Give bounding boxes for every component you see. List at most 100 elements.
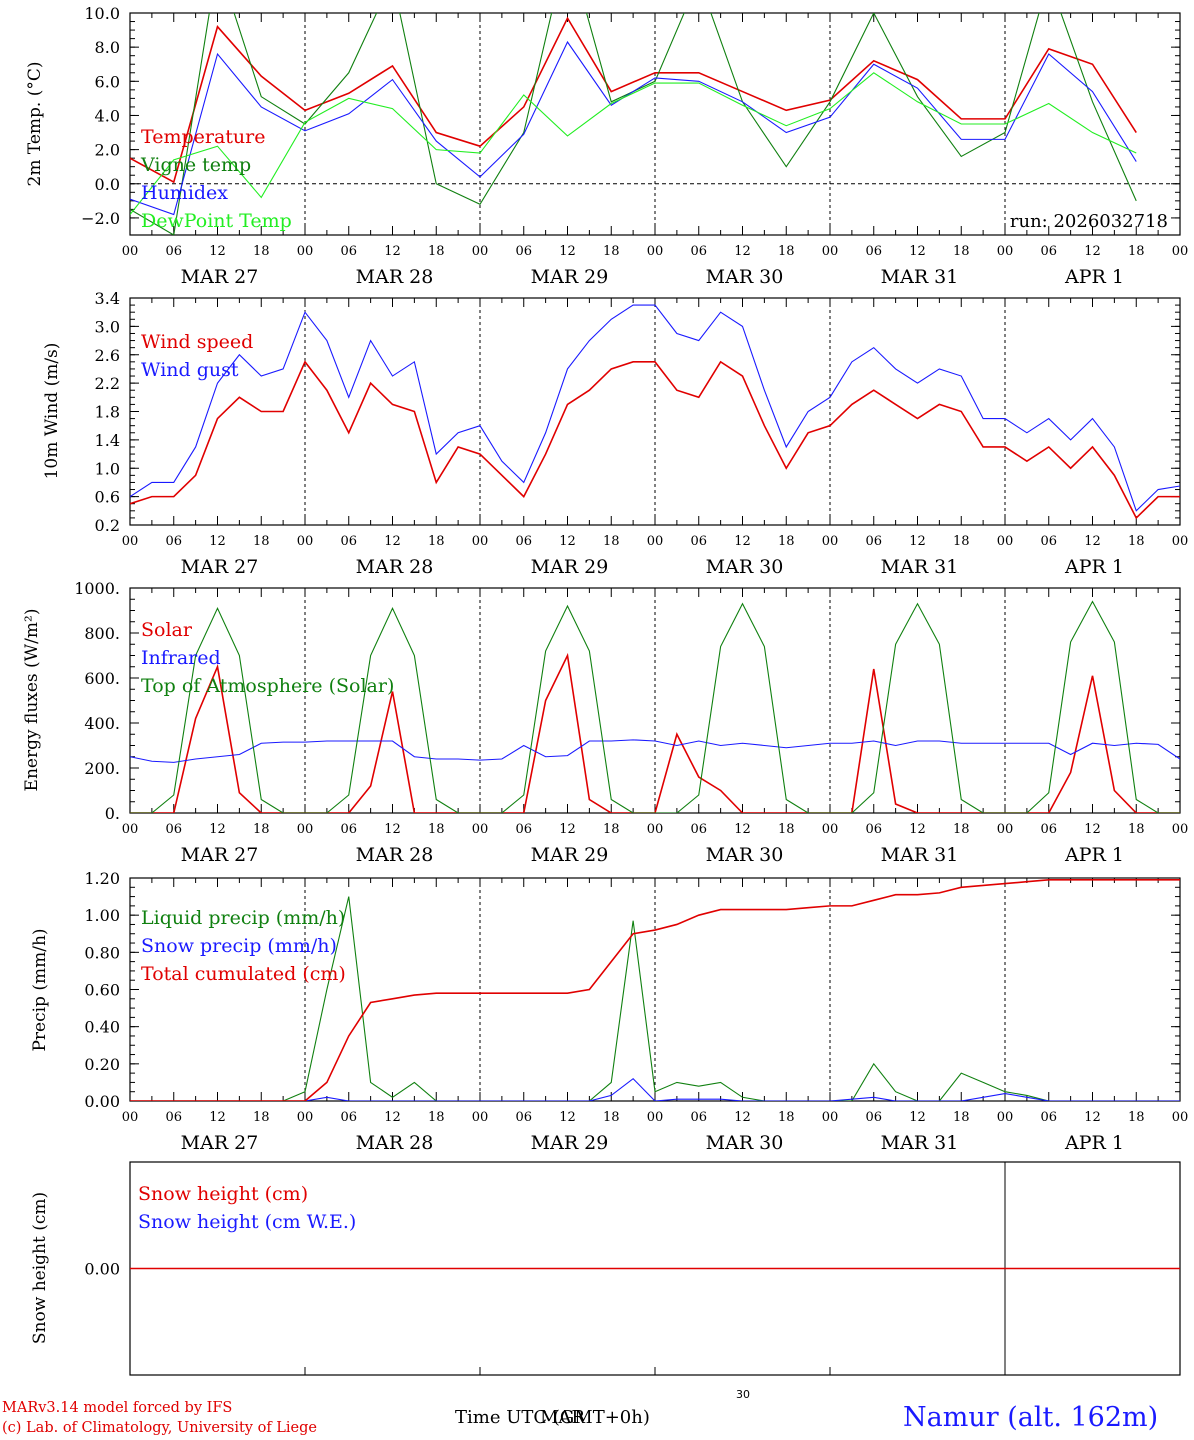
x-tick-label: 06 <box>1040 822 1057 837</box>
series-line-wind-speed <box>130 360 1180 520</box>
legend-liquid-precip-mm-h-: Liquid precip (mm/h) <box>141 907 345 929</box>
x-tick-label: 12 <box>559 822 576 837</box>
x-tick-label: 06 <box>865 1110 882 1125</box>
x-tick-label: 00 <box>297 244 314 259</box>
credit-line-1: MARv3.14 model forced by IFS <box>2 1400 233 1416</box>
legend-temperature: Temperature <box>141 126 265 148</box>
y-tick-label: 1.8 <box>95 403 120 422</box>
x-tick-label: 18 <box>428 534 445 549</box>
x-tick-label: 12 <box>734 822 751 837</box>
x-tick-label: 12 <box>909 1110 926 1125</box>
day-label: MAR 28 <box>356 556 434 578</box>
day-label: MAR 30 <box>706 556 784 578</box>
x-tick-label: 06 <box>340 534 357 549</box>
x-tick-label: 12 <box>1084 1110 1101 1125</box>
x-tick-label: 06 <box>690 822 707 837</box>
y-tick-label: 6.0 <box>95 72 120 91</box>
x-tick-label: 18 <box>778 1110 795 1125</box>
legend-wind-speed: Wind speed <box>141 331 253 353</box>
x-tick-label: 00 <box>822 534 839 549</box>
x-tick-label: 00 <box>822 244 839 259</box>
x-tick-label: 06 <box>165 244 182 259</box>
legend-snow-height-cm-: Snow height (cm) <box>138 1183 308 1205</box>
x-tick-label: 18 <box>253 534 270 549</box>
day-label: MAR 28 <box>356 844 434 866</box>
day-label: MAR 27 <box>181 1132 259 1154</box>
y-tick-label: 3.0 <box>95 317 120 336</box>
x-tick-label: 00 <box>1172 244 1189 259</box>
y-tick-label: 2.0 <box>95 141 120 160</box>
legend-snow-height-cm-w-e-: Snow height (cm W.E.) <box>138 1211 356 1233</box>
x-tick-label: 18 <box>1128 244 1145 259</box>
x-tick-label: 18 <box>603 1110 620 1125</box>
x-tick-label: 18 <box>953 822 970 837</box>
series-line-total-cumulated-cm- <box>130 879 1180 1101</box>
legend-dewpoint-temp: DewPoint Temp <box>141 210 292 232</box>
x-tick-label: 18 <box>778 534 795 549</box>
x-tick-label: 12 <box>209 244 226 259</box>
day-label: MAR 30 <box>706 844 784 866</box>
day-label: MAR 31 <box>881 556 959 578</box>
x-tick-label: 18 <box>428 244 445 259</box>
y-tick-label: 1.20 <box>84 869 120 888</box>
y-tick-label: 0. <box>105 804 120 823</box>
y-tick-label: 600. <box>84 669 120 688</box>
x-tick-label: 12 <box>209 1110 226 1125</box>
x-tick-label: 18 <box>253 244 270 259</box>
x-tick-label: 00 <box>472 534 489 549</box>
x-tick-label: 12 <box>209 822 226 837</box>
x-tick-label: 12 <box>909 822 926 837</box>
legend-total-cumulated-cm-: Total cumulated (cm) <box>141 963 346 985</box>
x-tick-label: 06 <box>1040 244 1057 259</box>
x-tick-label: 12 <box>1084 244 1101 259</box>
small-thirty-label: 30 <box>736 1388 750 1401</box>
panel-4: 00 06 12 18 00 06 12 18 00 06 12 18 00 06 12 18 00 06 12 18… <box>30 869 1188 1154</box>
series-line-temperature <box>130 16 1137 184</box>
x-tick-label: 00 <box>647 244 664 259</box>
legend-top-of-atmosphere-solar-: Top of Atmosphere (Solar) <box>141 675 394 697</box>
day-label: MAR 31 <box>881 1132 959 1154</box>
day-label: MAR 29 <box>531 266 609 288</box>
legend-infrared: Infrared <box>141 647 221 669</box>
x-tick-label: 18 <box>778 244 795 259</box>
x-tick-label: 12 <box>384 244 401 259</box>
x-tick-label: 18 <box>1128 822 1145 837</box>
y-tick-label: 200. <box>84 759 120 778</box>
y-tick-label: 3.4 <box>95 289 120 308</box>
x-tick-label: 06 <box>1040 534 1057 549</box>
legend-solar: Solar <box>141 619 193 641</box>
y-axis-label: Energy fluxes (W/m²) <box>22 609 42 792</box>
x-tick-label: 18 <box>953 534 970 549</box>
day-label: APR 1 <box>1064 266 1124 288</box>
series-line-snow-precip-mm-h- <box>130 1077 1180 1101</box>
y-tick-label: −2.0 <box>81 209 120 228</box>
x-tick-label: 18 <box>428 1110 445 1125</box>
x-tick-label: 06 <box>515 1110 532 1125</box>
day-label: MAR 28 <box>356 1132 434 1154</box>
x-tick-label: 00 <box>297 822 314 837</box>
day-label: MAR 29 <box>531 844 609 866</box>
x-tick-label: 18 <box>778 822 795 837</box>
x-tick-label: 06 <box>515 822 532 837</box>
x-tick-label: 06 <box>690 1110 707 1125</box>
x-tick-label: 12 <box>559 244 576 259</box>
series-line-humidex <box>130 40 1137 216</box>
x-tick-label: 06 <box>165 822 182 837</box>
x-tick-label: 00 <box>1172 1110 1189 1125</box>
y-tick-label: 8.0 <box>95 38 120 57</box>
day-label: APR 1 <box>1064 1132 1124 1154</box>
x-tick-label: 12 <box>909 534 926 549</box>
x-tick-label: 12 <box>734 244 751 259</box>
x-tick-label: 12 <box>209 534 226 549</box>
x-tick-label: 06 <box>340 822 357 837</box>
panel-2: 00 06 12 18 00 06 12 18 00 06 12 18 00 06 12 18 00 06 12 18… <box>42 289 1188 578</box>
day-label: MAR 30 <box>706 266 784 288</box>
x-tick-label: 00 <box>822 822 839 837</box>
x-tick-label: 06 <box>865 534 882 549</box>
y-axis-label: Snow height (cm) <box>30 1192 50 1344</box>
x-tick-label: 00 <box>1172 534 1189 549</box>
day-label: APR 1 <box>1064 844 1124 866</box>
x-tick-label: 12 <box>734 1110 751 1125</box>
x-tick-label: 18 <box>953 244 970 259</box>
